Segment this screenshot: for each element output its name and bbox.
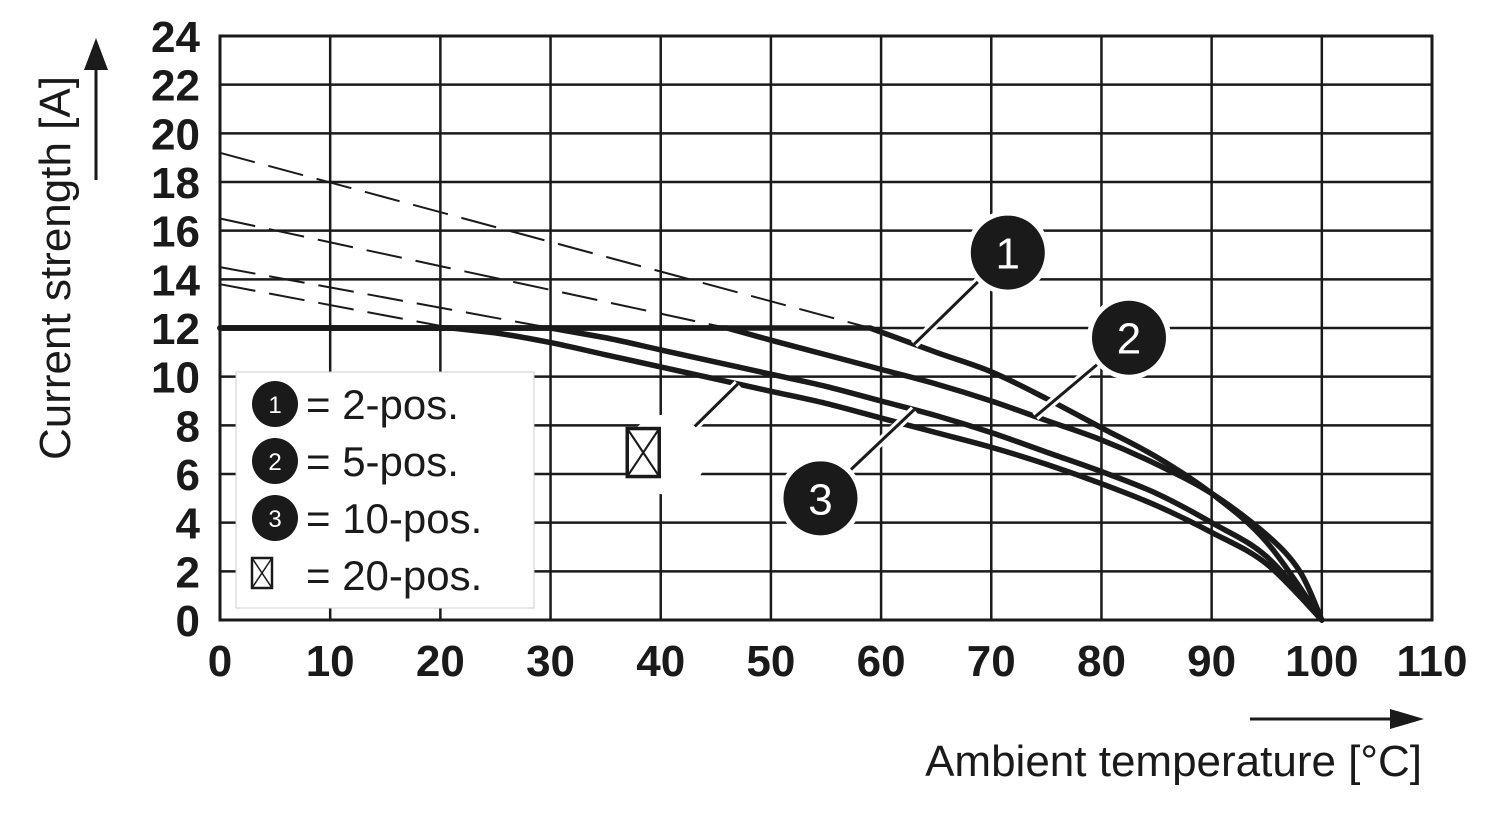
legend-symbol-label: 1	[268, 392, 281, 419]
callout-leader	[848, 408, 916, 472]
legend-label: = 20-pos.	[306, 552, 482, 599]
boxed-x-diagonal	[626, 427, 661, 478]
legend: 1 = 2-pos. 2 = 5-pos. 3 = 10-pos. = 20-pos.	[235, 371, 535, 609]
y-tick-label: 20	[151, 110, 200, 159]
legend-item: 1 = 2-pos.	[252, 381, 459, 428]
callout-3: 3	[778, 406, 918, 541]
callout-badge-label: 3	[808, 475, 832, 524]
x-tick-label: 40	[636, 637, 685, 686]
series-line-3	[217, 325, 1325, 623]
dashed-extrapolations	[219, 151, 871, 329]
x-tick-label: 20	[416, 637, 465, 686]
x-tick-label: 100	[1285, 637, 1358, 686]
y-axis-arrow-head	[84, 38, 108, 70]
callouts: 1 2 3	[625, 210, 1171, 541]
callout-badge-label: 1	[996, 230, 1020, 279]
x-axis-title: Ambient temperature [°C]	[925, 737, 1422, 786]
callout-leader	[913, 279, 981, 346]
callout-leader	[1034, 362, 1100, 418]
y-axis-title-group: Current strength [A]	[31, 38, 108, 460]
legend-item: = 20-pos.	[250, 552, 482, 599]
callout-1: 1	[910, 210, 1050, 348]
dashed-line-3	[219, 266, 551, 329]
x-tick-label: 80	[1077, 637, 1126, 686]
y-tick-label: 16	[151, 208, 200, 257]
x-tick-label: 70	[967, 637, 1016, 686]
callout-boxed-x	[625, 380, 742, 495]
callout-leader	[693, 382, 739, 428]
legend-symbol-icon	[252, 381, 298, 427]
y-tick-label: 6	[176, 451, 200, 500]
callout-badge	[1092, 300, 1166, 375]
y-tick-label: 10	[151, 354, 200, 403]
callout-badge-label: 2	[1117, 315, 1141, 364]
legend-label: = 5-pos.	[306, 438, 459, 485]
series-line-20-pos.	[217, 325, 1325, 623]
series-line-2	[217, 325, 1325, 623]
dashed-line-20-pos.	[219, 283, 452, 329]
dashed-line-2	[219, 217, 728, 329]
legend-label: = 2-pos.	[306, 381, 459, 428]
x-tick-label: 110	[1397, 637, 1468, 686]
y-tick-label: 4	[176, 500, 201, 549]
x-tick-label: 50	[746, 637, 795, 686]
callout-badge	[970, 215, 1045, 290]
y-tick-label: 14	[151, 256, 200, 305]
y-tick-label: 2	[176, 548, 200, 597]
y-axis-title: Current strength [A]	[31, 76, 80, 460]
legend-item: 3 = 10-pos.	[252, 495, 482, 542]
x-tick-label: 90	[1187, 637, 1236, 686]
series-line-1	[217, 325, 1325, 623]
y-tick-label: 12	[151, 305, 200, 354]
x-tick-label: 10	[306, 637, 355, 686]
x-tick-label: 0	[208, 637, 232, 686]
x-axis-arrow-head	[1390, 709, 1424, 729]
x-axis-ticks: 0 10 20 30 40 50 60 70 80 90 100 110	[208, 637, 1468, 686]
x-axis-title-group: Ambient temperature [°C]	[925, 709, 1424, 786]
y-tick-label: 0	[176, 597, 200, 646]
dashed-line-1	[219, 151, 871, 329]
callout-badge	[783, 461, 858, 536]
y-tick-label: 24	[151, 13, 200, 62]
callout-badge	[625, 426, 661, 479]
y-tick-label: 22	[151, 62, 200, 111]
callout-2: 2	[1032, 295, 1171, 421]
x-tick-label: 30	[526, 637, 575, 686]
legend-symbol-icon	[252, 438, 298, 484]
series-lines	[217, 325, 1325, 623]
y-tick-label: 18	[151, 159, 200, 208]
legend-symbol-icon	[250, 556, 274, 590]
boxed-x-diagonal	[251, 557, 273, 589]
legend-label: = 10-pos.	[306, 495, 482, 542]
x-tick-label: 60	[857, 637, 906, 686]
legend-symbol-label: 3	[268, 506, 281, 533]
legend-item: 2 = 5-pos.	[252, 438, 459, 485]
y-tick-label: 8	[176, 402, 200, 451]
legend-symbol-icon	[252, 495, 298, 541]
legend-symbol-label: 2	[268, 449, 281, 476]
